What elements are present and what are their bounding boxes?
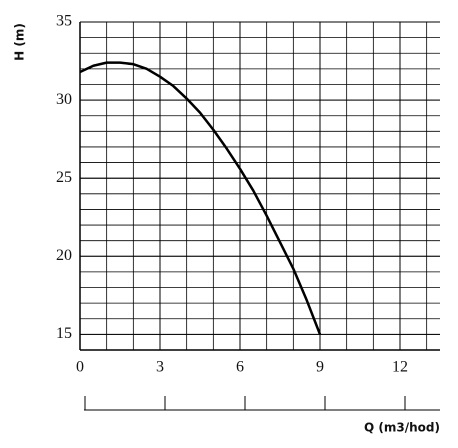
y-tick-label: 25 — [56, 169, 72, 186]
x-tick-label: 6 — [236, 359, 244, 376]
y-tick-label: 35 — [56, 13, 72, 30]
y-tick-label: 30 — [56, 91, 72, 108]
x-tick-label: 9 — [316, 359, 324, 376]
x-tick-label: 3 — [156, 359, 164, 376]
x-tick-label: 12 — [392, 359, 408, 376]
x-tick-label: 0 — [76, 359, 84, 376]
curve — [79, 61, 322, 335]
secondary-scale — [84, 396, 440, 411]
y-tick-label: 20 — [56, 247, 72, 264]
y-tick-label: 15 — [56, 325, 72, 342]
x-axis-label: Q (m3/hod) — [364, 421, 440, 435]
y-axis-label: H (m) — [13, 23, 27, 61]
